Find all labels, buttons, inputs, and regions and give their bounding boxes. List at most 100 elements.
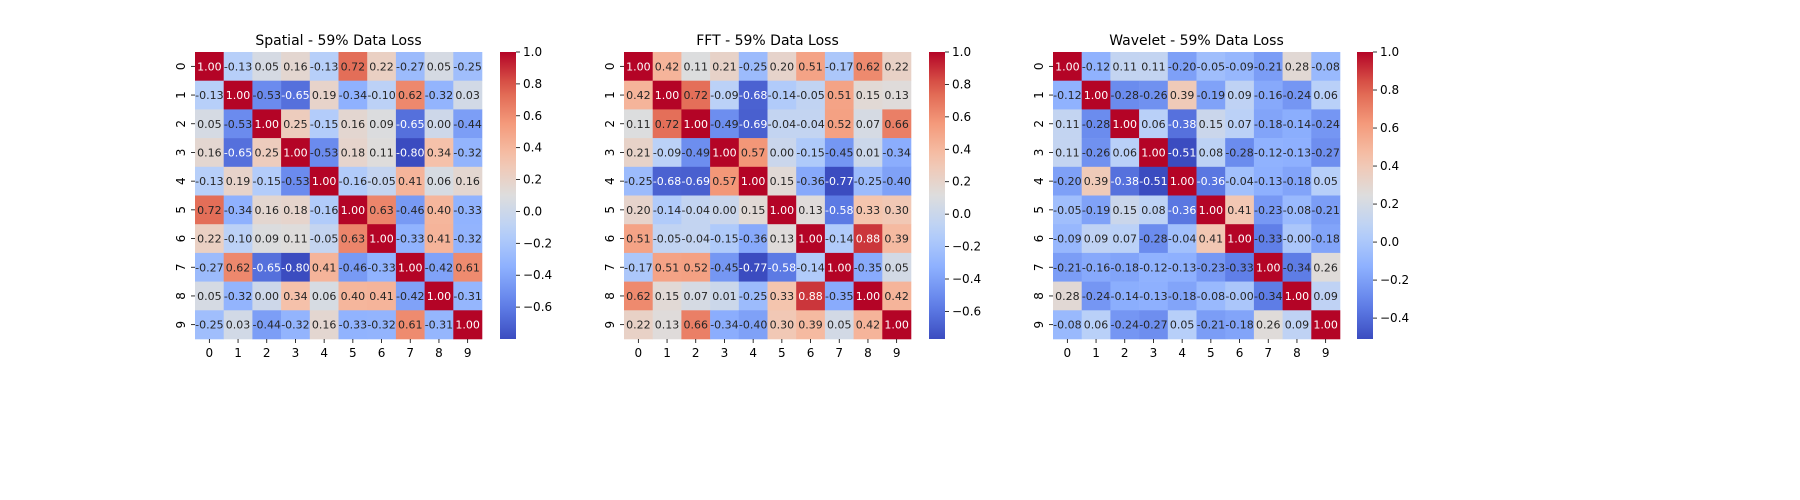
heatmap-cell	[882, 310, 912, 340]
cell-value-label: 0.51	[827, 89, 852, 102]
cell-value-label: 0.16	[283, 60, 308, 73]
x-tick-label: 8	[1293, 346, 1301, 360]
heatmap-cell	[624, 224, 653, 254]
heatmap-cell	[424, 52, 454, 81]
cell-value-label: 1.00	[341, 204, 366, 217]
cell-value-label: -0.36	[739, 233, 767, 246]
heatmap-cell	[796, 80, 826, 110]
heatmap-cell	[767, 310, 797, 340]
cell-value-label: 1.00	[684, 118, 709, 131]
cell-value-label: -0.16	[1254, 89, 1282, 102]
heatmap-cell	[1139, 109, 1169, 139]
y-tick-label: 9	[174, 321, 188, 329]
colorbar-tick-label: −0.4	[523, 268, 552, 282]
cell-value-label: 0.30	[770, 319, 795, 332]
cell-value-label: 0.42	[655, 60, 680, 73]
cell-value-label: 1.00	[770, 204, 795, 217]
heatmap-cell	[1282, 138, 1312, 168]
heatmap-cell	[1167, 252, 1197, 282]
heatmap-cell	[796, 166, 826, 196]
heatmap-cell	[252, 310, 282, 340]
cell-value-label: 0.51	[655, 261, 680, 274]
heatmap-cell	[1110, 252, 1140, 282]
heatmap-cell	[424, 80, 454, 110]
heatmap-cell	[395, 281, 425, 311]
heatmap-cell	[652, 281, 682, 311]
cell-value-label: -0.04	[768, 118, 796, 131]
heatmap-cell	[796, 224, 826, 254]
heatmap-cell	[1167, 310, 1197, 340]
cell-value-label: -0.08	[1197, 290, 1225, 303]
x-tick-label: 2	[692, 346, 700, 360]
cell-value-label: -0.00	[1283, 233, 1311, 246]
cell-value-label: 1.00	[1227, 233, 1252, 246]
cell-value-label: 0.88	[798, 290, 823, 303]
heatmap-cell	[1139, 166, 1169, 196]
heatmap-cell	[195, 109, 224, 139]
heatmap-cell	[1282, 80, 1312, 110]
heatmap-cell	[1282, 224, 1312, 254]
cell-value-label: 0.72	[655, 118, 680, 131]
heatmap-cell	[195, 195, 224, 225]
heatmap-cell	[453, 166, 483, 196]
y-tick-label: 4	[174, 177, 188, 185]
cell-value-label: -0.32	[425, 89, 453, 102]
x-tick-label: 6	[807, 346, 815, 360]
y-tick-label: 5	[603, 206, 617, 214]
cell-value-label: 0.33	[770, 290, 795, 303]
colorbar-tick-label: −0.2	[523, 236, 552, 250]
heatmap-cell	[367, 195, 397, 225]
cell-value-label: 0.07	[1227, 118, 1252, 131]
heatmap-cell	[1167, 52, 1197, 81]
cell-value-label: -0.27	[195, 261, 223, 274]
cell-value-label: 0.72	[341, 60, 366, 73]
heatmap-cell	[1311, 195, 1341, 225]
heatmap-cell	[1196, 252, 1226, 282]
heatmap-cell	[1196, 80, 1226, 110]
cell-value-label: -0.10	[367, 89, 395, 102]
heatmap-cell	[367, 166, 397, 196]
y-tick-label: 6	[603, 235, 617, 243]
cell-value-label: -0.58	[768, 261, 796, 274]
heatmap-cell	[424, 224, 454, 254]
cell-value-label: -0.27	[396, 60, 424, 73]
cell-value-label: 0.00	[770, 146, 795, 159]
cell-value-label: -0.40	[882, 175, 910, 188]
heatmap-cell	[652, 310, 682, 340]
heatmap-cell	[424, 281, 454, 311]
heatmap-cell	[824, 252, 854, 282]
heatmap-cell	[738, 80, 768, 110]
heatmap-cell	[1253, 310, 1283, 340]
heatmap-cell	[1139, 224, 1169, 254]
cell-value-label: -0.25	[854, 175, 882, 188]
cell-value-label: -0.34	[882, 146, 910, 159]
heatmap-cell	[453, 52, 483, 81]
cell-value-label: 1.00	[427, 290, 452, 303]
heatmap-cell	[309, 52, 339, 81]
heatmap-cell	[738, 281, 768, 311]
heatmap-cell	[853, 52, 883, 81]
heatmap-cell	[1139, 195, 1169, 225]
x-tick-label: 9	[464, 346, 472, 360]
heatmap-cell	[652, 252, 682, 282]
cell-value-label: 1.00	[884, 319, 909, 332]
cell-value-label: 0.05	[197, 290, 222, 303]
heatmap-cell	[767, 80, 797, 110]
x-tick-label: 9	[893, 346, 901, 360]
cell-value-label: 0.39	[1170, 89, 1195, 102]
cell-value-label: -0.33	[396, 233, 424, 246]
cell-value-label: 0.05	[197, 118, 222, 131]
cell-value-label: -0.19	[1082, 204, 1110, 217]
y-tick-label: 9	[603, 321, 617, 329]
heatmap-cell	[824, 80, 854, 110]
cell-value-label: -0.25	[195, 319, 223, 332]
cell-value-label: -0.04	[682, 204, 710, 217]
cell-value-label: -0.13	[1283, 146, 1311, 159]
y-tick-label: 7	[174, 263, 188, 271]
heatmap-cell	[681, 52, 711, 81]
heatmap-cell	[367, 52, 397, 81]
x-tick-label: 3	[1150, 346, 1158, 360]
cell-value-label: -0.33	[1254, 233, 1282, 246]
cell-value-label: 0.63	[341, 233, 366, 246]
cell-value-label: 0.15	[1199, 118, 1224, 131]
